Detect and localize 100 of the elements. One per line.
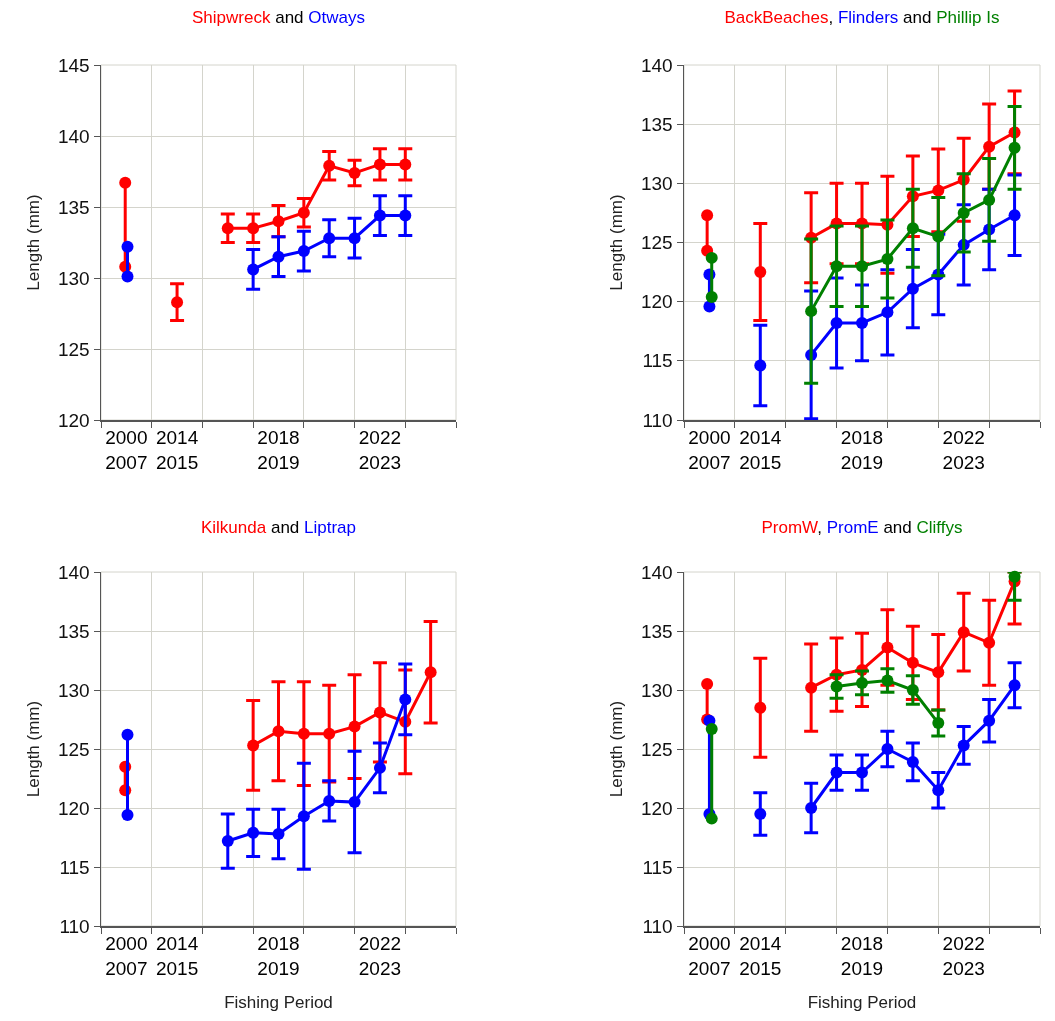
point — [754, 807, 767, 820]
point — [121, 728, 134, 741]
point — [1008, 141, 1021, 154]
point — [932, 717, 945, 730]
x-tick-label: 2014 2015 — [739, 427, 782, 473]
point — [881, 306, 894, 319]
x-tick-label: 2018 2019 — [840, 933, 884, 979]
point — [830, 766, 843, 779]
point — [399, 693, 412, 706]
point — [856, 676, 868, 689]
point — [247, 739, 260, 752]
point — [805, 802, 818, 814]
y-tick-label: 125 — [641, 738, 673, 760]
point — [348, 720, 361, 733]
text: Phillip Is — [936, 8, 1000, 27]
x-tick-label: 2014 2015 — [155, 933, 199, 979]
point — [805, 681, 818, 694]
x-tick-label: 2022 2023 — [358, 427, 402, 473]
x-axis-title: Fishing Period — [224, 993, 333, 1013]
point — [881, 253, 894, 266]
y-tick-label: 140 — [641, 561, 673, 583]
x-tick-label: 2018 2019 — [257, 427, 300, 473]
text: and — [903, 8, 932, 27]
x-tick-label: 2014 2015 — [155, 427, 199, 473]
x-tick-label: 2014 2015 — [739, 933, 782, 979]
point — [830, 260, 843, 273]
point — [373, 761, 386, 774]
point — [373, 209, 386, 222]
point — [247, 222, 260, 235]
text: BackBeaches — [724, 8, 829, 27]
point — [272, 215, 285, 228]
text: Shipwreck — [192, 8, 271, 27]
x-tick-label: 2000 2007 — [688, 427, 731, 473]
point — [399, 209, 412, 222]
point — [399, 158, 412, 171]
text: , — [828, 8, 834, 27]
point — [856, 316, 868, 329]
x-tick-label: 2000 2007 — [688, 933, 731, 979]
y-tick-label: 115 — [642, 350, 673, 372]
point — [247, 826, 260, 839]
y-tick-label: 120 — [641, 797, 673, 819]
point — [754, 359, 767, 372]
point — [957, 626, 970, 639]
point — [1008, 570, 1021, 583]
y-tick-label: 130 — [641, 679, 673, 701]
point — [856, 260, 868, 273]
point — [856, 766, 868, 779]
y-tick-label: 110 — [642, 915, 673, 937]
point — [957, 739, 970, 752]
point — [957, 206, 970, 219]
x-axis-title: Fishing Period — [807, 993, 917, 1013]
y-tick-label: 135 — [58, 620, 90, 642]
point — [830, 316, 843, 329]
text: Otways — [308, 8, 365, 27]
text: Flinders — [837, 8, 899, 27]
y-tick-label: 135 — [641, 113, 673, 135]
point — [1008, 679, 1021, 692]
point — [983, 636, 996, 649]
y-tick-label: 110 — [59, 915, 90, 937]
y-tick-label: 130 — [58, 267, 90, 289]
point — [906, 684, 919, 696]
text: and — [883, 518, 912, 537]
y-tick-label: 110 — [642, 409, 673, 431]
point — [805, 305, 818, 318]
point — [348, 166, 361, 179]
y-tick-label: 115 — [642, 856, 673, 878]
y-tick-label: 120 — [58, 409, 90, 431]
y-tick-label: 125 — [58, 338, 90, 360]
y-axis-title: Length (mm) — [23, 700, 43, 798]
y-tick-label: 140 — [641, 54, 673, 76]
x-tick-label: 2022 2023 — [942, 427, 985, 473]
x-tick-label: 2022 2023 — [942, 933, 985, 979]
point — [881, 743, 894, 755]
point — [348, 796, 361, 809]
point — [906, 222, 919, 235]
y-tick-label: 140 — [58, 125, 90, 147]
y-tick-label: 125 — [641, 232, 673, 254]
point — [348, 232, 361, 245]
point — [932, 184, 945, 197]
point — [297, 727, 310, 740]
text: Cliffys — [916, 518, 963, 537]
point — [754, 266, 767, 279]
point — [272, 250, 285, 263]
point — [754, 701, 767, 714]
point — [323, 794, 336, 807]
point — [906, 755, 919, 768]
text: PromW — [761, 518, 818, 537]
point — [983, 193, 996, 206]
text: Kilkunda — [200, 518, 267, 537]
y-tick-label: 125 — [58, 738, 90, 760]
point — [119, 176, 132, 189]
point — [701, 678, 714, 691]
point — [297, 206, 310, 219]
point — [983, 140, 996, 153]
point — [1008, 209, 1021, 222]
point — [323, 232, 336, 245]
point — [424, 666, 437, 679]
text: PromE — [826, 518, 879, 537]
point — [932, 784, 945, 797]
y-tick-label: 130 — [58, 679, 90, 701]
